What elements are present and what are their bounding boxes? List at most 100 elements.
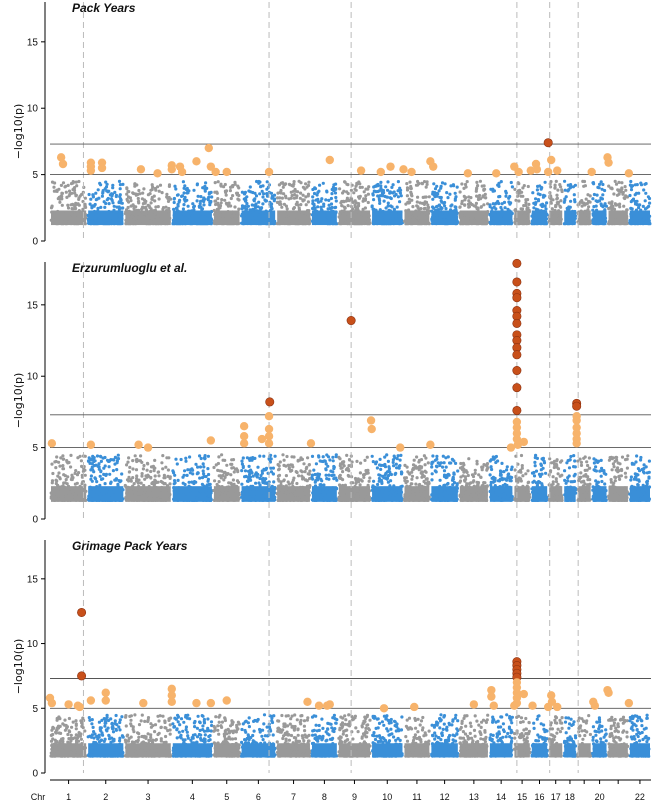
panels-layer: 0 5 10 15 −log10(p) Pack Years 0 5 10 15 −log10(p)…: [12, 1, 652, 780]
suggestive-hit: [532, 165, 542, 174]
genome-wide-hit: [512, 258, 522, 268]
suggestive-hit: [519, 437, 529, 447]
background-points-chr-18: [562, 179, 577, 226]
suggestive-hit: [547, 155, 556, 165]
background-points-chr-8: [310, 453, 339, 502]
suggestive-hit: [58, 159, 68, 169]
suggestive-hit: [264, 167, 274, 177]
background-points: [49, 179, 652, 226]
background-points-chr-20: [591, 716, 608, 758]
chromosome-label-16: 16: [534, 792, 544, 802]
background-points-chr-2: [86, 453, 125, 502]
suggestive-hit: [624, 698, 634, 708]
chromosome-label-9: 9: [352, 792, 357, 802]
chromosome-label-11: 11: [412, 792, 421, 802]
suggestive-hit: [487, 685, 496, 695]
y-tick-label: 5: [32, 443, 38, 454]
chromosome-label-10: 10: [382, 792, 392, 802]
genome-wide-hit: [512, 277, 522, 287]
suggestive-hit: [426, 440, 435, 449]
suggestive-hit: [86, 696, 96, 705]
chromosome-label-6: 6: [256, 792, 261, 802]
suggestive-hit: [204, 143, 213, 153]
background-points-chr-16: [530, 453, 549, 502]
suggestive-hit: [257, 434, 267, 444]
panel-3: 0 5 10 15 −log10(p) Grimage Pack Years: [12, 539, 651, 780]
suggestive-hit: [192, 157, 201, 166]
background-points-chr-22: [628, 179, 652, 226]
y-tick-label: 0: [32, 769, 38, 780]
background-points-chr-6: [240, 179, 277, 226]
suggestive-hit: [264, 439, 274, 448]
suggestive-hit: [547, 697, 557, 707]
y-tick-label: 15: [27, 574, 39, 585]
background-points-chr-5: [212, 180, 241, 226]
chromosome-label-14: 14: [496, 792, 506, 802]
suggestive-hit: [303, 697, 312, 707]
y-tick-label: 15: [27, 300, 39, 311]
background-points-chr-7: [275, 453, 312, 502]
background-points-chr-14: [488, 713, 514, 758]
background-points-chr-9: [337, 180, 372, 226]
background-points-chr-21: [607, 179, 630, 226]
background-points-chr-5: [212, 713, 241, 758]
chromosome-label-17: 17: [551, 792, 561, 802]
chromosome-axis-prefix: Chr: [31, 792, 46, 802]
suggestive-hit: [376, 167, 385, 177]
suggestive-hit: [134, 440, 143, 449]
genome-wide-hit: [346, 316, 356, 326]
y-axis-label: −log10(p): [12, 104, 25, 160]
suggestive-hit: [264, 424, 274, 434]
suggestive-hit: [396, 443, 405, 452]
suggestive-hit: [167, 691, 176, 700]
background-points-chr-17: [547, 457, 564, 502]
suggestive-hit: [553, 702, 562, 712]
suggestive-hit: [489, 701, 498, 710]
background-points-chr-22: [628, 713, 651, 758]
background-points-chr-3: [123, 454, 172, 502]
suggestive-hit: [143, 443, 153, 452]
suggestive-hit: [177, 167, 187, 177]
y-tick-label: 15: [27, 37, 39, 48]
background-points-chr-3: [123, 713, 173, 758]
chromosome-label-3: 3: [146, 792, 151, 802]
genome-wide-hit: [543, 138, 553, 148]
background-points-chr-8: [310, 181, 339, 226]
suggestive-hit: [590, 701, 600, 710]
suggestive-hit: [604, 688, 613, 697]
suggestive-hit: [86, 166, 96, 175]
background-points-chr-9: [337, 713, 372, 758]
background-points-chr-7: [275, 179, 312, 226]
suggestive-hit: [356, 166, 366, 175]
background-points-chr-20: [591, 457, 608, 502]
suggestive-hit: [514, 167, 523, 177]
genome-wide-hit: [512, 318, 522, 328]
suggestive-hit: [47, 439, 57, 448]
suggestive-hit: [463, 169, 473, 178]
suggestive-hit: [325, 155, 334, 165]
suggestive-hit: [543, 167, 553, 177]
suggestive-hit: [487, 692, 496, 701]
y-tick-label: 10: [27, 639, 39, 650]
suggestive-hit: [306, 439, 316, 448]
suggestive-hit: [572, 416, 581, 425]
suggestive-hit: [206, 698, 216, 708]
suggestive-hit: [410, 702, 419, 712]
suggestive-hit: [325, 700, 334, 709]
background-points-chr-4: [171, 713, 214, 758]
suggestive-hit: [222, 696, 231, 705]
background-points-chr-14: [488, 180, 514, 226]
panel-title: Grimage Pack Years: [72, 539, 188, 553]
background-points-chr-8: [310, 713, 339, 758]
chromosome-label-22: 22: [635, 792, 645, 802]
suggestive-hit: [547, 691, 556, 700]
suggestive-hit: [239, 431, 249, 441]
suggestive-hit: [264, 431, 274, 441]
suggestive-hit: [469, 700, 479, 709]
background-points-chr-11: [403, 715, 431, 758]
suggestive-hit: [222, 167, 231, 177]
background-points-chr-12: [430, 454, 460, 502]
genome-wide-hit: [512, 350, 522, 360]
suggestive-hit: [167, 165, 176, 174]
background-points-chr-2: [86, 179, 125, 226]
